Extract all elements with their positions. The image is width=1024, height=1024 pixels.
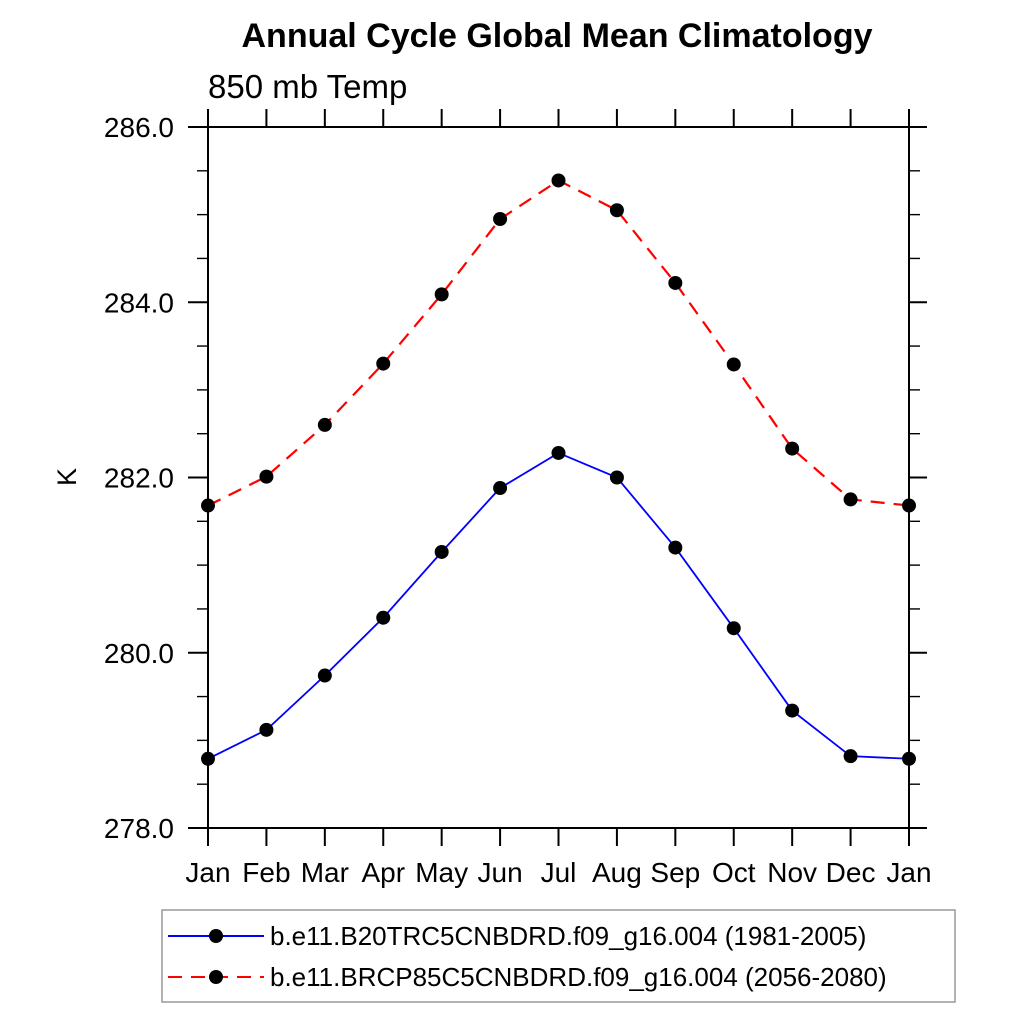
y-tick-label: 278.0 [104,813,174,844]
data-point-marker [201,498,215,513]
data-point-marker [551,173,566,188]
legend-entry-historical: b.e11.B20TRC5CNBDRD.f09_g16.004 (1981-20… [270,921,866,951]
data-point-marker [201,751,215,766]
data-point-marker [726,621,741,636]
y-tick-label: 286.0 [104,112,174,143]
data-point-marker [376,356,391,371]
data-point-marker [376,610,391,625]
data-point-marker [317,668,332,683]
y-tick-label: 284.0 [104,287,174,318]
x-tick-label: Jul [541,857,577,888]
x-tick-label: Oct [712,857,756,888]
x-tick-label: Dec [826,857,876,888]
chart-title: Annual Cycle Global Mean Climatology [242,17,873,55]
data-point-marker [843,492,858,507]
data-point-marker [902,751,916,766]
data-point-marker [668,540,683,555]
x-tick-label: Sep [650,857,700,888]
x-tick-label: Apr [361,857,405,888]
data-point-marker [785,441,800,456]
data-point-marker [259,722,274,737]
data-series [201,173,916,766]
chart-subtitle: 850 mb Temp [208,68,407,105]
legend-box [161,909,956,1003]
y-axis-label: K [52,468,82,486]
data-point-marker [493,481,508,496]
data-point-marker [609,470,624,485]
data-point-marker [668,275,683,290]
y-tick-labels: 278.0 280.0 282.0 284.0 286.0 [104,112,174,844]
data-point-marker [843,749,858,764]
x-tick-label: Mar [301,857,349,888]
series-line [207,451,910,760]
x-tick-labels: Jan Feb Mar Apr May Jun Jul Aug Sep Oct Nov Dec Jan [185,857,931,888]
legend-entry-rcp85: b.e11.BRCP85C5CNBDRD.f09_g16.004 (2056-2… [270,962,887,992]
data-point-marker [434,544,449,559]
legend: b.e11.B20TRC5CNBDRD.f09_g16.004 (1981-20… [161,909,956,1003]
x-tick-label: May [415,857,468,888]
legend-marker-icon [209,970,223,984]
plot-frame [207,126,910,829]
legend-marker-icon [209,929,223,943]
data-point-marker [259,469,274,484]
x-tick-label: Jan [886,857,931,888]
x-tick-label: Nov [767,857,817,888]
data-point-marker [902,498,916,513]
data-point-marker [493,212,508,227]
data-point-marker [726,357,741,372]
data-point-marker [317,417,332,432]
data-point-marker [609,203,624,218]
y-tick-label: 282.0 [104,463,174,494]
x-tick-label: Jun [478,857,523,888]
x-tick-label: Jan [185,857,230,888]
x-tick-label: Feb [242,857,290,888]
data-point-marker [785,703,800,718]
data-point-marker [434,287,449,302]
axis-ticks [188,109,927,846]
x-tick-label: Aug [592,857,642,888]
y-tick-label: 280.0 [104,638,174,669]
data-point-marker [551,445,566,460]
